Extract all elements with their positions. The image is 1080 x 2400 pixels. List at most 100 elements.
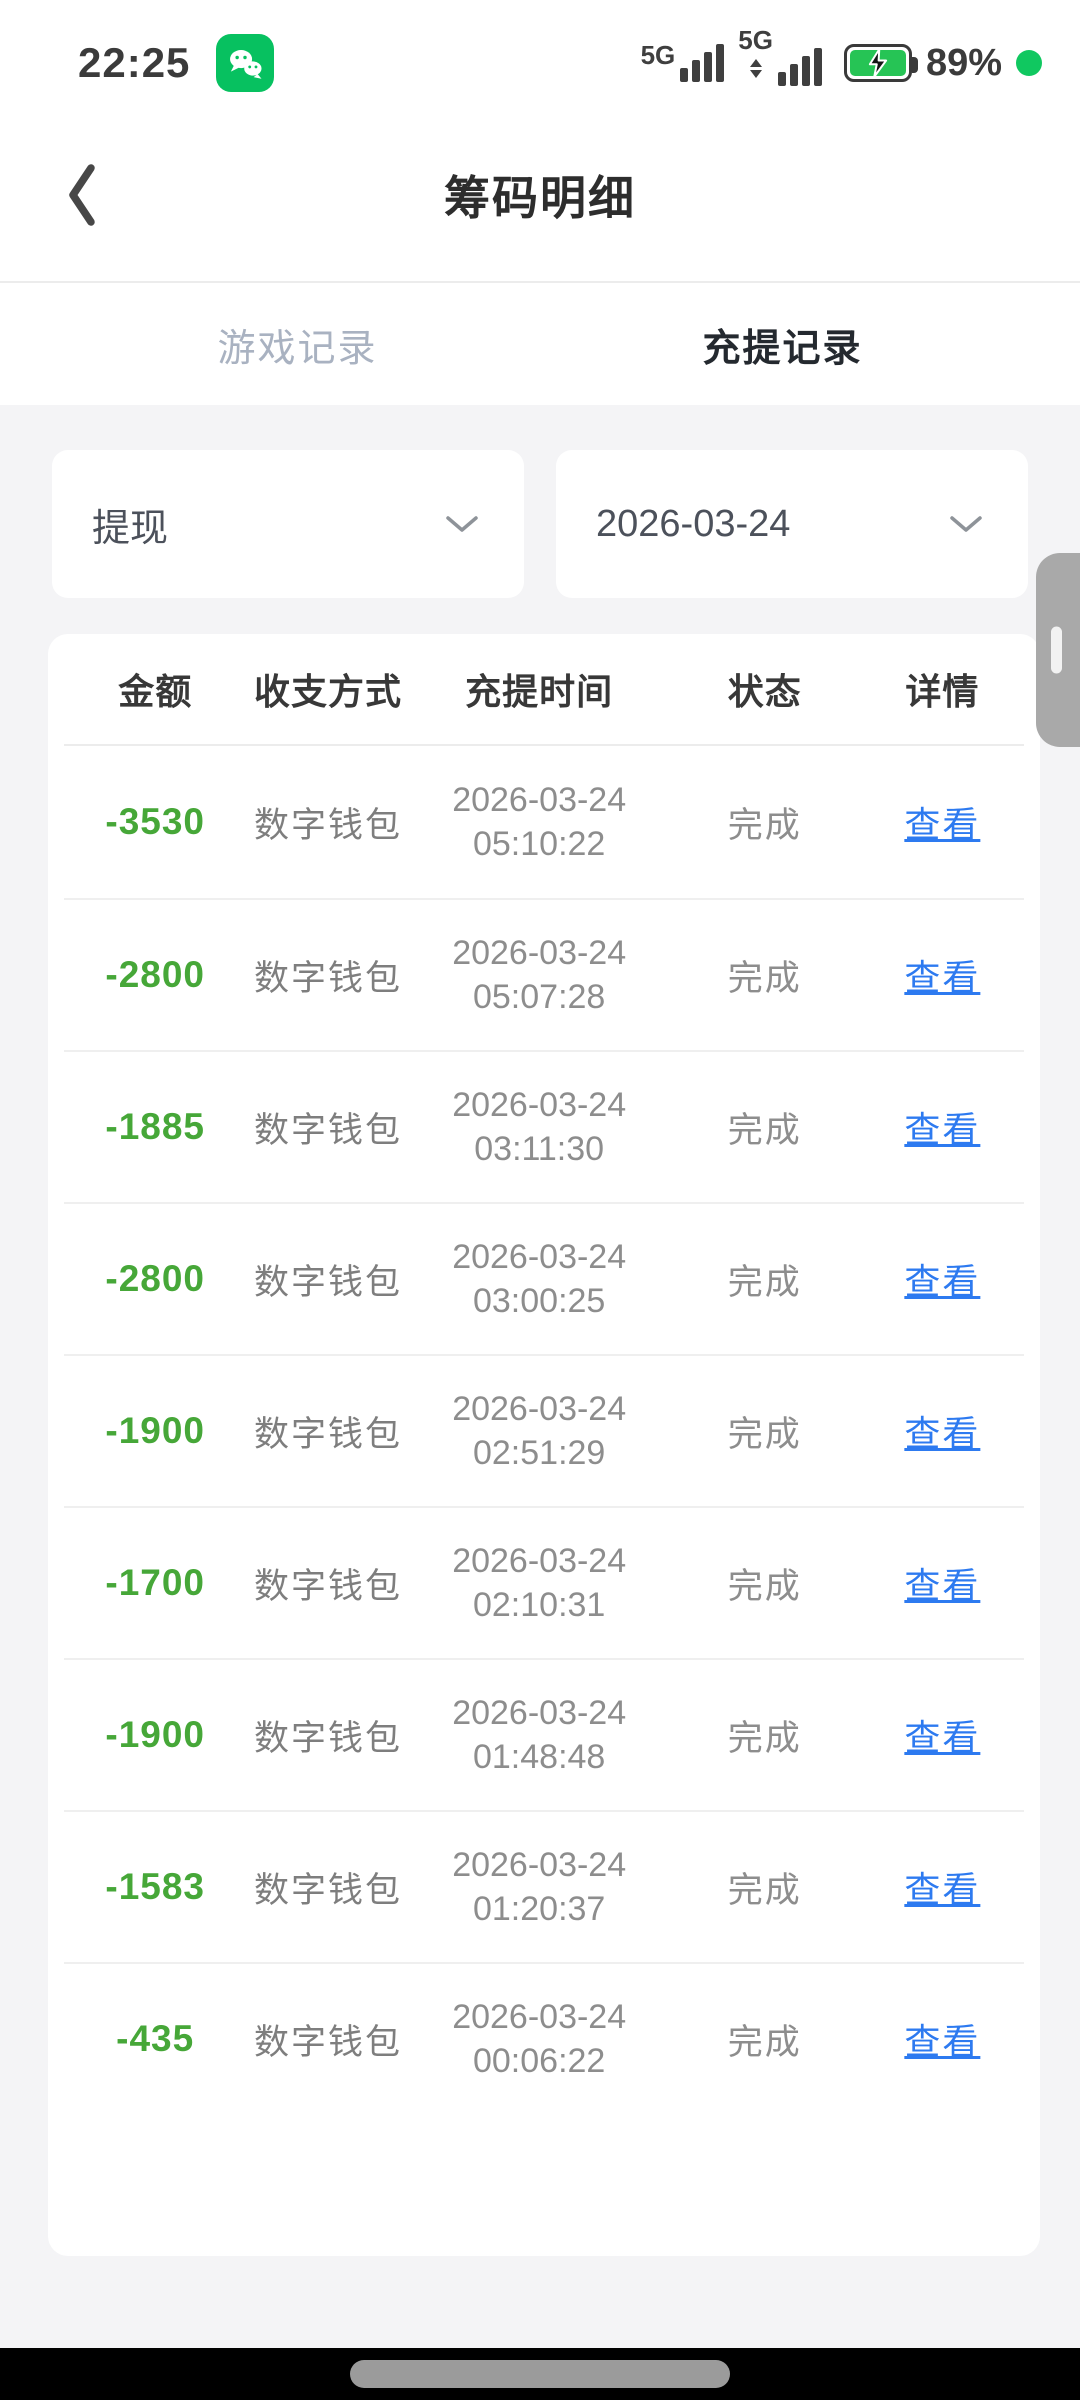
amount-value: -1900 xyxy=(105,1714,206,1755)
chevron-left-icon xyxy=(69,163,95,226)
status-value: 完成 xyxy=(727,1566,802,1606)
table-row: -1885 数字钱包 2026-03-24 03:11:30 完成 查看 xyxy=(64,1050,1024,1202)
transaction-time: 00:06:22 xyxy=(472,2042,606,2080)
table-row: -1583 数字钱包 2026-03-24 01:20:37 完成 查看 xyxy=(64,1810,1024,1962)
transaction-datetime: 2026-03-24 03:00:25 xyxy=(410,1235,669,1323)
status-value: 完成 xyxy=(727,958,802,998)
view-detail-link[interactable]: 查看 xyxy=(904,1565,981,1606)
status-value: 完成 xyxy=(727,1110,802,1150)
transaction-date: 2026-03-24 xyxy=(452,1998,627,2036)
amount-value: -2800 xyxy=(105,1258,206,1299)
clock: 22:25 xyxy=(78,39,191,86)
page-title: 筹码明细 xyxy=(444,171,636,224)
top-bar: 22:25 5G 5G xyxy=(0,0,1080,283)
amount-value: -2800 xyxy=(105,954,206,995)
transaction-datetime: 2026-03-24 05:07:28 xyxy=(410,931,669,1019)
transaction-time: 02:10:31 xyxy=(472,1586,606,1624)
transaction-datetime: 2026-03-24 03:11:30 xyxy=(410,1083,669,1171)
transaction-time: 03:00:25 xyxy=(472,1282,606,1320)
amount-value: -1885 xyxy=(105,1106,206,1147)
view-detail-link[interactable]: 查看 xyxy=(904,804,981,845)
view-detail-link[interactable]: 查看 xyxy=(904,1261,981,1302)
transaction-datetime: 2026-03-24 00:06:22 xyxy=(410,1995,669,2083)
transaction-date: 2026-03-24 xyxy=(452,934,627,972)
battery-percentage: 89% xyxy=(925,41,1002,84)
payment-method-value: 数字钱包 xyxy=(253,1870,402,1910)
tab-game-records[interactable]: 游戏记录 xyxy=(55,283,540,405)
column-header-method: 收支方式 xyxy=(253,671,402,712)
transaction-date: 2026-03-24 xyxy=(452,1542,627,1580)
status-value: 完成 xyxy=(727,805,802,845)
status-value: 完成 xyxy=(727,1870,802,1910)
payment-method-value: 数字钱包 xyxy=(253,805,402,845)
transaction-time: 05:10:22 xyxy=(472,825,606,863)
transaction-type-dropdown[interactable]: 提现 xyxy=(52,450,524,598)
table-row: -1900 数字钱包 2026-03-24 01:48:48 完成 查看 xyxy=(64,1658,1024,1810)
system-navigation-bar xyxy=(0,2348,1080,2400)
table-header-row: 金额 收支方式 充提时间 状态 详情 xyxy=(64,634,1024,744)
transaction-date: 2026-03-24 xyxy=(452,1086,627,1124)
payment-method-value: 数字钱包 xyxy=(253,1414,402,1454)
signal-strength-icon-sim1: 5G xyxy=(641,42,725,82)
view-detail-link[interactable]: 查看 xyxy=(904,2021,981,2062)
view-detail-link[interactable]: 查看 xyxy=(904,1869,981,1910)
table-row: -1700 数字钱包 2026-03-24 02:10:31 完成 查看 xyxy=(64,1506,1024,1658)
status-dot-icon xyxy=(1016,50,1042,76)
status-bar: 22:25 5G 5G xyxy=(0,0,1080,108)
nav-header: 筹码明细 xyxy=(0,108,1080,281)
view-detail-link[interactable]: 查看 xyxy=(904,957,981,998)
amount-value: -3530 xyxy=(105,801,206,842)
transaction-type-value: 提现 xyxy=(92,507,169,550)
divider xyxy=(64,744,1024,746)
home-indicator-handle[interactable] xyxy=(350,2360,730,2388)
transaction-time: 05:07:28 xyxy=(472,978,606,1016)
transaction-datetime: 2026-03-24 01:48:48 xyxy=(410,1691,669,1779)
transaction-date: 2026-03-24 xyxy=(452,1846,627,1884)
table-body: -3530 数字钱包 2026-03-24 05:10:22 完成 查看 -28… xyxy=(64,746,1024,2114)
transaction-time: 03:11:30 xyxy=(474,1130,605,1168)
column-header-amount: 金额 xyxy=(118,671,193,712)
content-area: 提现 2026-03-24 金额 收支方式 充提时间 状态 详情 -3530 数… xyxy=(0,405,1080,2256)
table-row: -2800 数字钱包 2026-03-24 05:07:28 完成 查看 xyxy=(64,898,1024,1050)
status-value: 完成 xyxy=(727,2022,802,2062)
date-dropdown[interactable]: 2026-03-24 xyxy=(556,450,1028,598)
tab-bar: 游戏记录 充提记录 xyxy=(0,283,1080,405)
transaction-datetime: 2026-03-24 02:51:29 xyxy=(410,1387,669,1475)
payment-method-value: 数字钱包 xyxy=(253,1718,402,1758)
transaction-datetime: 2026-03-24 01:20:37 xyxy=(410,1843,669,1931)
payment-method-value: 数字钱包 xyxy=(253,2022,402,2062)
chevron-down-icon xyxy=(446,516,478,532)
payment-method-value: 数字钱包 xyxy=(253,1110,402,1150)
column-header-status: 状态 xyxy=(727,671,802,712)
table-row: -3530 数字钱包 2026-03-24 05:10:22 完成 查看 xyxy=(64,746,1024,898)
transaction-datetime: 2026-03-24 05:10:22 xyxy=(410,778,669,866)
amount-value: -1700 xyxy=(105,1562,206,1603)
status-value: 完成 xyxy=(727,1414,802,1454)
amount-value: -435 xyxy=(116,2018,195,2059)
grip-icon xyxy=(1051,626,1062,674)
wechat-notification-icon xyxy=(216,34,275,92)
transaction-time: 01:48:48 xyxy=(472,1738,606,1776)
transaction-date: 2026-03-24 xyxy=(452,781,627,819)
table-row: -435 数字钱包 2026-03-24 00:06:22 完成 查看 xyxy=(64,1962,1024,2114)
table-row: -1900 数字钱包 2026-03-24 02:51:29 完成 查看 xyxy=(64,1354,1024,1506)
view-detail-link[interactable]: 查看 xyxy=(904,1717,981,1758)
transaction-date: 2026-03-24 xyxy=(452,1390,627,1428)
transaction-datetime: 2026-03-24 02:10:31 xyxy=(410,1539,669,1627)
table-row: -2800 数字钱包 2026-03-24 03:00:25 完成 查看 xyxy=(64,1202,1024,1354)
transaction-date: 2026-03-24 xyxy=(452,1238,627,1276)
payment-method-value: 数字钱包 xyxy=(253,1262,402,1302)
side-drag-handle[interactable] xyxy=(1036,553,1080,747)
column-header-time: 充提时间 xyxy=(465,671,614,712)
amount-value: -1583 xyxy=(105,1866,206,1907)
payment-method-value: 数字钱包 xyxy=(253,958,402,998)
view-detail-link[interactable]: 查看 xyxy=(904,1413,981,1454)
signal-strength-icon-sim2: 5G xyxy=(738,27,822,86)
transaction-time: 01:20:37 xyxy=(472,1890,606,1928)
tab-deposit-withdraw-records[interactable]: 充提记录 xyxy=(540,283,1025,405)
status-icons: 5G 5G 89% xyxy=(641,27,1042,86)
back-button[interactable] xyxy=(52,155,112,235)
column-header-detail: 详情 xyxy=(905,671,980,712)
battery-charging-icon xyxy=(843,44,918,82)
view-detail-link[interactable]: 查看 xyxy=(904,1109,981,1150)
